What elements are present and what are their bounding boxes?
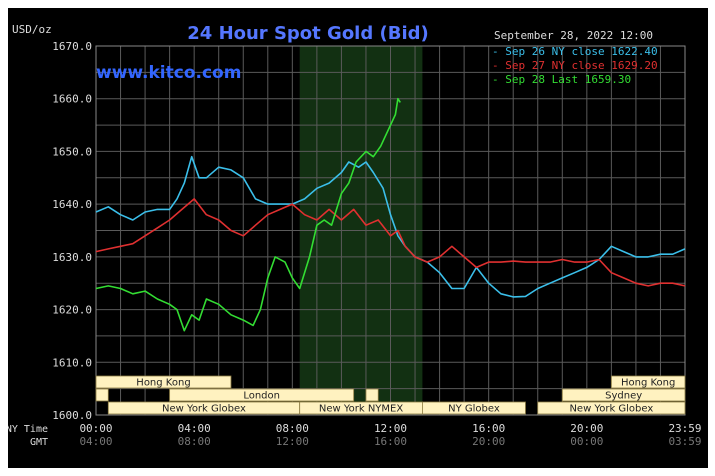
market-session-bar [422,401,526,415]
x-tick-label-ny: 08:00 [276,422,309,435]
market-session-label: New York NYMEX [319,404,404,415]
market-session-label: Sydney [605,391,642,402]
watermark-text: www.kitco.com [96,63,241,83]
y-tick-label: 1620.0 [52,304,92,317]
y-tick-label: 1630.0 [52,251,92,264]
x-tick-label-gmt: 16:00 [374,435,407,448]
chart-title: 24 Hour Spot Gold (Bid) [187,23,428,44]
legend-entry: - Sep 27 NY close 1629.20 [492,59,658,72]
x-tick-label-ny: 20:00 [570,422,603,435]
unit-label: USD/oz [12,23,52,36]
y-tick-label: 1600.0 [52,409,92,422]
y-tick-label: 1660.0 [52,93,92,106]
market-sessions: Hong Kong Hong Kong London Sydney New York G… [95,375,686,415]
market-session-bar [610,375,686,389]
x-tick-label-gmt: 04:00 [79,435,112,448]
x-axis-ticks: 00:00 04:00 08:00 12:00 16:00 20:00 23:5904:00… [79,422,701,448]
legend-entry: - Sep 26 NY close 1622.40 [492,45,658,58]
series-line [95,97,401,332]
y-tick-label: 1670.0 [52,40,92,53]
legend-entry: - Sep 28 Last 1659.30 [492,73,631,86]
market-session-bar [561,388,686,402]
series-line [95,155,686,298]
market-session-bar [537,401,686,415]
x-tick-label-gmt: 00:00 [570,435,603,448]
gold-price-chart: Hong Kong Hong Kong London Sydney New York G… [8,8,708,468]
x-tick-label-gmt: 03:59 [668,435,701,448]
legend: - Sep 26 NY close 1622.40 - Sep 27 NY cl… [492,45,658,86]
y-tick-label: 1650.0 [52,145,92,158]
x-tick-label-ny: 16:00 [472,422,505,435]
market-session-bar [365,388,379,402]
x-tick-label-gmt: 08:00 [178,435,211,448]
market-session-label: London [243,391,280,402]
plot-border [95,45,686,416]
market-session-label: NY Globex [448,404,500,415]
x-tick-label-ny: 23:59 [668,422,701,435]
x-tick-label-gmt: 12:00 [276,435,309,448]
market-session-label: Hong Kong [621,378,675,389]
x-tick-label-gmt: 20:00 [472,435,505,448]
y-tick-label: 1640.0 [52,198,92,211]
y-axis-ticks: 1670.0 1660.0 1650.0 1640.0 1630.0 1620.0 1610… [52,40,92,422]
market-session-label: Hong Kong [136,378,190,389]
market-session-bar [95,388,109,402]
market-session-label: New York Globex [162,404,246,415]
x-tick-label-ny: 12:00 [374,422,407,435]
market-session-label: New York Globex [569,404,653,415]
gmt-row-label: GMT [30,437,48,448]
market-session-bar [169,388,355,402]
date-label: September 28, 2022 12:00 [494,29,653,42]
x-tick-label-ny: 04:00 [178,422,211,435]
x-tick-label-ny: 00:00 [79,422,112,435]
ny-time-row-label: NY Time [8,424,48,435]
series-lines [95,97,686,332]
y-tick-label: 1610.0 [52,356,92,369]
series-line [95,198,686,287]
market-session-bar [95,375,232,389]
